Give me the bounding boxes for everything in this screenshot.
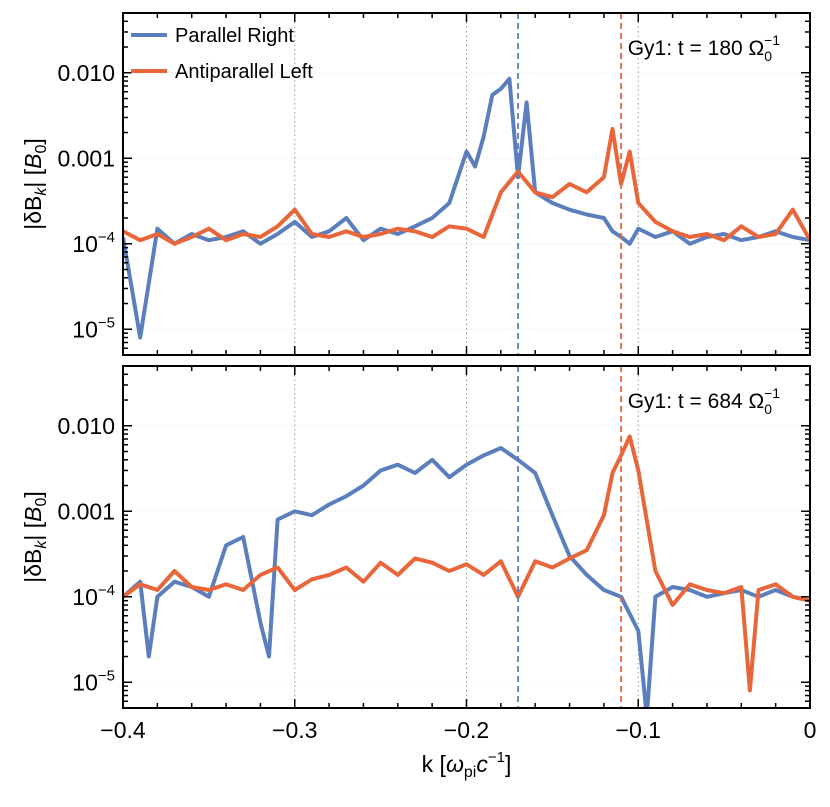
y-tick-label: 0.010 (57, 60, 115, 86)
y-tick-label: 10−4 (72, 582, 115, 610)
y-tick-label: 10−4 (72, 229, 115, 257)
panel-title-superscript: −1 (764, 385, 780, 401)
y-tick-label-value: 0.010 (57, 60, 115, 86)
y-axis-title-subscript: k (33, 187, 50, 196)
y-tick-label: 0.001 (57, 145, 115, 171)
panel-title-subscript: 0 (764, 401, 772, 417)
y-axis-title-part: B (20, 507, 46, 522)
series-line-antiparallel-left (123, 434, 810, 693)
x-axis-title-superscript: −1 (488, 749, 505, 766)
x-axis-title-part: k [ (422, 751, 447, 777)
y-tick-label-base: 10 (72, 584, 98, 610)
y-axis-title-part: |δB (20, 196, 46, 230)
y-tick-label-value: 0.010 (57, 413, 115, 439)
y-tick-label-exponent: −4 (98, 582, 115, 599)
plot-area (123, 434, 810, 708)
x-axis-title-part: ω (446, 751, 464, 777)
y-tick-label-exponent: −5 (98, 314, 115, 331)
x-tick-label: −0.1 (616, 717, 661, 743)
panel-title-text: Gy1: t = 180 Ω (628, 37, 765, 60)
y-tick-label-base: 10 (72, 316, 98, 342)
series-line-parallel-right (123, 76, 810, 340)
panel-title: Gy1: t = 180 Ω0−1 (628, 32, 781, 64)
y-axis-title-part: | [ (20, 168, 46, 187)
x-axis-title-part: ] (505, 751, 511, 777)
x-tick-label: −0.4 (100, 717, 146, 743)
y-tick-label-value: 0.001 (57, 498, 115, 524)
panel-title: Gy1: t = 684 Ω0−1 (628, 385, 781, 417)
y-axis-title-part: | [ (20, 521, 46, 540)
x-tick-label: −0.3 (272, 717, 317, 743)
y-tick-label: 10−5 (72, 314, 115, 342)
x-axis-title-subscript: pi (464, 764, 476, 781)
y-tick-label: 0.010 (57, 413, 115, 439)
series-line-antiparallel-left (123, 127, 810, 246)
y-axis-title-subscript: 0 (33, 498, 50, 507)
y-axis-title: |δBk| [B0] (20, 138, 50, 230)
plot-area (123, 76, 810, 340)
y-axis-title-part: B (20, 154, 46, 169)
y-axis-title: |δBk| [B0] (20, 491, 50, 583)
x-axis-title-part: c (476, 751, 488, 777)
y-tick-label-base: 10 (72, 669, 98, 695)
panel-title-text: Gy1: t = 684 Ω (628, 390, 765, 413)
y-axis-title-part: |δB (20, 549, 46, 583)
y-tick-label: 10−5 (72, 667, 115, 695)
panel-title-superscript: −1 (764, 32, 780, 48)
x-tick-label: 0 (804, 717, 817, 743)
y-tick-label-exponent: −5 (98, 667, 115, 684)
y-tick-label: 0.001 (57, 498, 115, 524)
y-tick-label-base: 10 (72, 231, 98, 257)
y-axis-title-part: ] (20, 138, 46, 144)
y-axis-title-subscript: 0 (33, 145, 50, 154)
panel-title-subscript: 0 (764, 48, 772, 64)
x-tick-label: −0.2 (444, 717, 489, 743)
y-axis-title-part: ] (20, 491, 46, 497)
y-axis-title-subscript: k (33, 540, 50, 549)
x-axis-title: k [ωpic−1] (422, 749, 512, 781)
legend-label: Antiparallel Left (175, 61, 313, 83)
y-tick-label-exponent: −4 (98, 229, 115, 246)
y-tick-label-value: 0.001 (57, 145, 115, 171)
legend-label: Parallel Right (175, 25, 294, 47)
